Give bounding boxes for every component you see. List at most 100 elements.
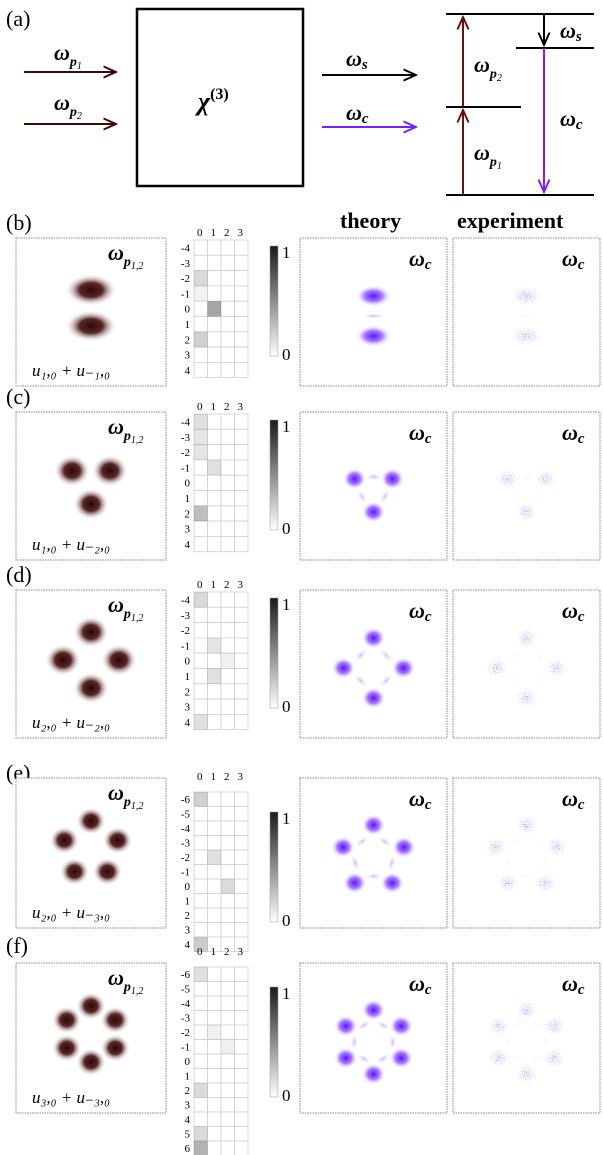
- intensity-fringe: [503, 854, 513, 872]
- pump-lobe: [76, 1048, 106, 1076]
- grid-cell: [193, 300, 208, 317]
- pump-lobe: [65, 310, 117, 342]
- grid-cell: [220, 346, 235, 363]
- grid-cell: [193, 239, 208, 256]
- grid-cell: [220, 893, 235, 909]
- colorbar-max: 1: [282, 984, 291, 1003]
- intensity-fringe: [355, 1052, 372, 1065]
- colorbar-min: 0: [282, 911, 291, 930]
- intensity-lobe: [380, 871, 405, 894]
- grid-cell: [207, 490, 222, 507]
- grid-cell: [193, 981, 208, 997]
- grid-cell: [207, 413, 222, 430]
- intensity-lobe: [361, 627, 386, 649]
- colorbar-min: 0: [282, 345, 291, 364]
- pump-lobe: [51, 1034, 82, 1062]
- grid-col-label: 3: [238, 227, 244, 239]
- intensity-lobe: [486, 1015, 511, 1037]
- grid-cell: [207, 520, 222, 537]
- pump-label: ωp1,2: [108, 780, 143, 812]
- grid-cell: [234, 520, 249, 537]
- intensity-lobe: [333, 1015, 358, 1037]
- grid-row-label: -1: [181, 1041, 190, 1053]
- grid-cell: [193, 637, 208, 654]
- grid-cell: [193, 622, 208, 639]
- grid-row-label: 1: [185, 671, 191, 683]
- grid-cell: [234, 849, 249, 865]
- grid-weight: [221, 879, 235, 894]
- grid-cell: [220, 966, 235, 982]
- grid-cell: [207, 893, 222, 909]
- grid-weight: [207, 668, 221, 684]
- grid-cell: [207, 622, 222, 639]
- grid-cell: [193, 835, 208, 851]
- grid-row-label: -4: [181, 242, 191, 254]
- colorbar-max: 1: [282, 809, 291, 828]
- intensity-fringe: [532, 673, 547, 688]
- colorbar: [269, 245, 279, 357]
- grid-row-label: 4: [185, 1114, 191, 1126]
- pump-label: ωp1,2: [108, 965, 143, 997]
- grid-weight: [207, 301, 221, 317]
- grid-cell: [207, 428, 222, 445]
- intensity-lobe: [391, 657, 416, 679]
- grid-weight: [221, 653, 235, 669]
- colorbar-max: 1: [282, 595, 291, 614]
- grid-cell: [193, 1068, 208, 1084]
- grid-row-label: 3: [185, 1099, 191, 1111]
- grid-row-label: 2: [185, 508, 191, 520]
- pump-label: ωp1,2: [108, 592, 143, 624]
- grid-row-label: -1: [181, 462, 190, 474]
- grid-cell: [234, 878, 249, 894]
- experiment-frame: [452, 237, 601, 387]
- grid-cell: [220, 995, 235, 1011]
- pump-frame: [15, 962, 167, 1114]
- pump-lobe: [73, 616, 109, 648]
- panel-label: (f): [6, 933, 28, 958]
- intensity-lobe: [361, 501, 386, 523]
- grid-cell: [220, 864, 235, 880]
- mode-formula: u₁,₀ + u₋₂,₀: [32, 535, 110, 554]
- grid-cell: [234, 1068, 249, 1084]
- mode-rows: (b)ωp1,2u₁,₀ + u₋₁,₀0 1 2 3-4-3-2-10123410ω…: [6, 210, 601, 1155]
- grid-cell: [193, 1053, 208, 1069]
- signal-label: ωs: [346, 46, 368, 73]
- theory-out-label: ωc: [409, 420, 432, 447]
- grid-cell: [220, 444, 235, 461]
- grid-cell: [207, 806, 222, 822]
- theory-pattern: [333, 999, 414, 1085]
- grid-weight: [194, 1083, 208, 1098]
- grid-cell: [220, 1111, 235, 1127]
- intensity-fringe: [532, 648, 547, 663]
- grid-cell: [220, 683, 235, 700]
- grid-cell: [220, 413, 235, 430]
- grid-cell: [193, 1010, 208, 1026]
- grid-cell: [234, 907, 249, 923]
- level-p2-label: ωp2: [474, 52, 502, 84]
- grid-cell: [234, 966, 249, 982]
- pump-lobe: [45, 644, 81, 676]
- grid-cell: [220, 791, 235, 807]
- grid-cell: [234, 1111, 249, 1127]
- grid-cell: [207, 346, 222, 363]
- theory-frame: [299, 411, 448, 561]
- grid-cell: [220, 1010, 235, 1026]
- grid-weight: [194, 967, 208, 982]
- intensity-fringe: [359, 313, 388, 319]
- intensity-lobe: [514, 687, 539, 709]
- grid-cell: [220, 591, 235, 608]
- grid-row-label: 0: [185, 478, 191, 490]
- pump-lobe: [76, 992, 106, 1020]
- grid-row-label: -4: [181, 823, 191, 835]
- intensity-lobe: [495, 871, 520, 894]
- grid-cell: [234, 791, 249, 807]
- grid-cell: [234, 474, 249, 491]
- grid-cell: [207, 1053, 222, 1069]
- grid-cell: [193, 520, 208, 537]
- intensity-fringe: [375, 1019, 392, 1032]
- grid-col-label: 2: [224, 579, 230, 591]
- grid-col-label: 2: [224, 771, 230, 783]
- grid-cell: [234, 1126, 249, 1142]
- grid-cell: [234, 668, 249, 685]
- grid-col-label: 1: [211, 771, 217, 783]
